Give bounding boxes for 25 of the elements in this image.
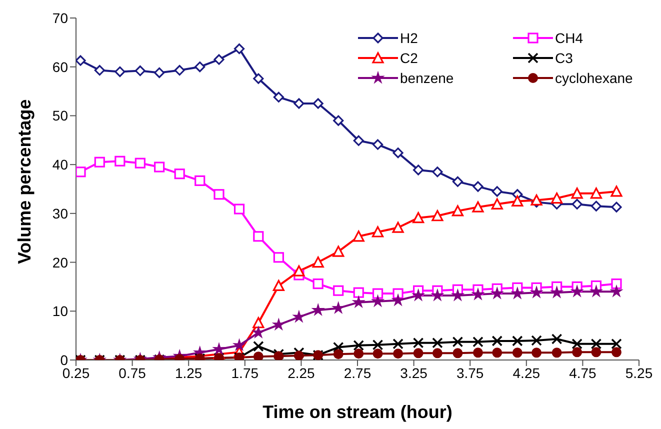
y-tick-label: 70 — [52, 10, 68, 26]
x-tick-label: 0.75 — [118, 364, 146, 381]
x-tick-label: 4.75 — [569, 364, 597, 381]
legend-label: C3 — [555, 50, 573, 66]
x-tick-label: 1.25 — [174, 364, 202, 381]
legend-label: benzene — [400, 70, 454, 86]
x-tick-label: 5.25 — [625, 364, 653, 381]
legend-label: C2 — [400, 50, 418, 66]
x-axis-title: Time on stream (hour) — [262, 402, 452, 422]
y-tick-label: 50 — [52, 108, 68, 124]
y-tick-label: 30 — [52, 205, 68, 222]
x-tick-label: 2.25 — [288, 364, 316, 381]
x-tick-label: 2.75 — [344, 364, 372, 381]
x-tick-label: 1.75 — [231, 364, 259, 381]
y-tick-label: 40 — [52, 156, 68, 173]
y-tick-label: 20 — [52, 254, 68, 270]
legend-label: CH4 — [555, 30, 584, 46]
x-tick-label: 3.25 — [400, 364, 428, 381]
legend-label: H2 — [400, 30, 418, 46]
x-tick-label: 4.25 — [512, 364, 540, 381]
y-tick-label: 10 — [52, 303, 68, 320]
y-tick-label: 60 — [52, 58, 68, 75]
x-tick-label: 3.75 — [456, 364, 484, 381]
legend-label: cyclohexane — [555, 70, 633, 86]
y-axis-title: Volume percentage — [14, 99, 34, 264]
